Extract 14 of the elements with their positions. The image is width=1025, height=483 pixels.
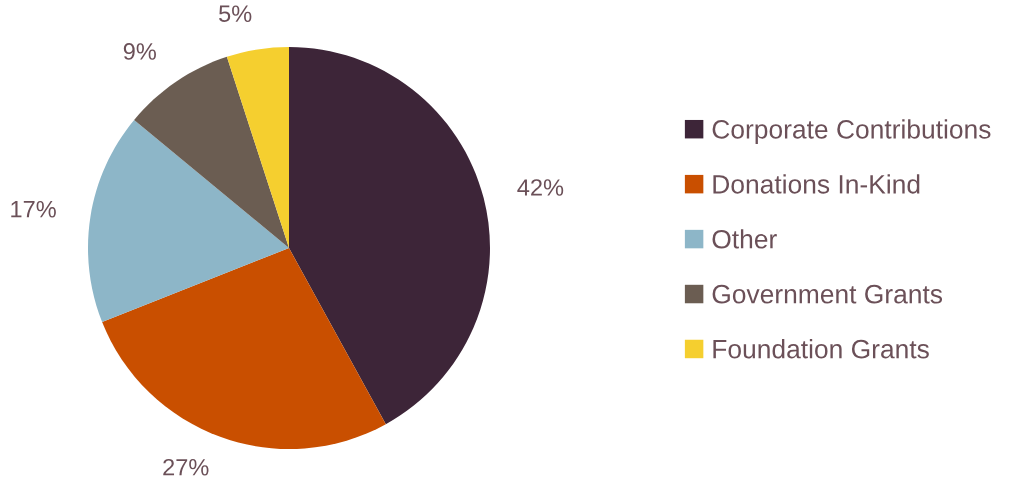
legend-label: Corporate Contributions [712, 119, 991, 144]
data-label: 17% [11, 200, 56, 218]
legend-label: Government Grants [712, 284, 943, 304]
pie-slice [226, 47, 289, 248]
legend-label: Other [712, 229, 777, 249]
data-label: 5% [219, 5, 252, 23]
legend-label: Donations In-Kind [713, 174, 920, 194]
data-label: 27% [163, 458, 209, 476]
data-label: 9% [123, 43, 156, 60]
legend-label: Foundation Grants [713, 339, 929, 359]
data-label: 42% [517, 179, 564, 196]
pie-slice [289, 47, 490, 425]
pie-slice [102, 248, 386, 449]
pie-slice [88, 119, 289, 322]
